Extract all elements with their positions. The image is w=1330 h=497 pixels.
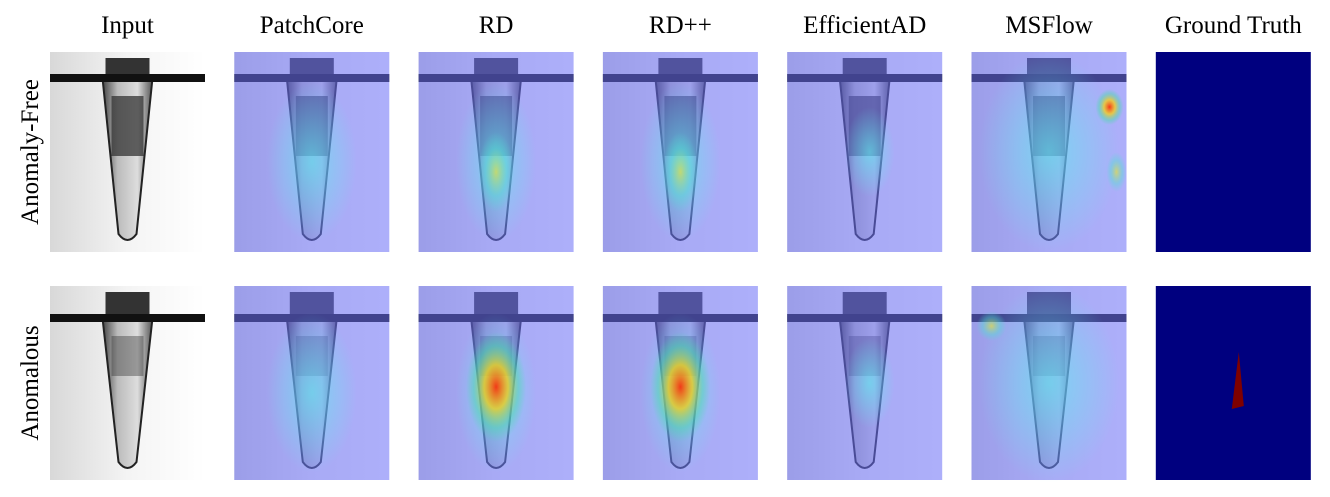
rim-bar (50, 314, 205, 322)
row-label: Anomalous (17, 325, 44, 440)
heat-blob (267, 313, 357, 473)
column-header: Input (101, 12, 154, 39)
heat-blob (1096, 89, 1124, 125)
image-cell (1156, 52, 1311, 252)
heat-blob (979, 283, 1119, 483)
rim-bar (50, 74, 205, 82)
image-cell (972, 283, 1127, 483)
heat-blob (650, 332, 710, 442)
heat-blob (267, 82, 357, 242)
figure: Input PatchCore RD RD++ EfficientAD MSFlow Gro… (0, 0, 1330, 492)
image-cell (1156, 286, 1311, 480)
image-cell (50, 52, 205, 252)
qr-code (112, 96, 144, 156)
image-cell (419, 52, 574, 252)
mask (1156, 286, 1311, 480)
mask (1156, 52, 1311, 252)
column-header: MSFlow (1005, 12, 1093, 39)
image-cell (603, 286, 758, 480)
image-cell (419, 286, 574, 480)
row-label: Anomaly-Free (17, 79, 44, 225)
column-header: PatchCore (260, 12, 364, 39)
image-cell (787, 52, 942, 252)
column-header: EfficientAD (803, 12, 926, 39)
heat-blob (845, 107, 895, 197)
heat-blob (977, 311, 1007, 341)
heat-blob (845, 338, 895, 428)
heat-blob (1107, 152, 1127, 192)
heat-blob (478, 132, 514, 212)
heat-blob (466, 332, 526, 442)
column-header: Ground Truth (1165, 12, 1302, 39)
image-cell (234, 52, 389, 252)
image-cell (234, 286, 389, 480)
heat-blob (662, 132, 698, 212)
column-header: RD (479, 12, 514, 39)
image-cell (787, 286, 942, 480)
image-cell (603, 52, 758, 252)
column-header: RD++ (649, 12, 712, 39)
image-cell (972, 52, 1127, 252)
qr-code (112, 336, 144, 376)
image-cell (50, 286, 205, 480)
heat-blob (979, 52, 1119, 252)
